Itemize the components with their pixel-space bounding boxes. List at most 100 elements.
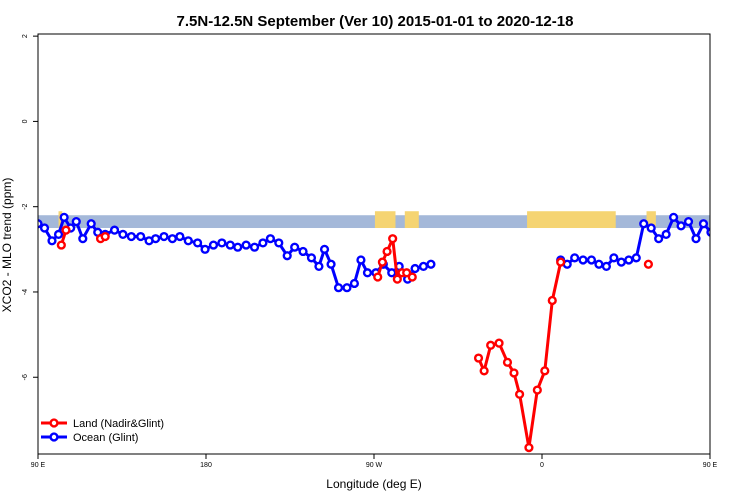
ocean-data-point (200, 244, 210, 254)
ocean-data-point (586, 255, 597, 265)
ocean-data-point (646, 223, 656, 233)
ocean-data-point (208, 240, 219, 250)
land-data-point (473, 353, 484, 363)
y-axis-label: XCO2 - MLO trend (ppm) (0, 178, 14, 313)
ocean-data-point (349, 278, 360, 289)
land-data-point (407, 272, 417, 282)
ocean-data-point (265, 234, 276, 244)
ocean-data-point (668, 212, 679, 222)
ocean-data-point (109, 225, 120, 235)
land-data-point (532, 385, 542, 395)
land-data-point (524, 443, 534, 453)
ocean-data-point (233, 242, 243, 252)
land-band (646, 211, 656, 229)
legend: Land (Nadir&Glint) Ocean (Glint) (41, 418, 164, 444)
land-band (374, 211, 396, 229)
land-data-point (479, 366, 489, 376)
ocean-data-point (175, 231, 185, 242)
land-data-point (514, 389, 525, 399)
land-data-point (56, 240, 66, 250)
land-data-point (388, 234, 398, 244)
ocean-data-point (342, 283, 352, 293)
ocean-data-point (730, 231, 737, 238)
ocean-data-point (609, 253, 619, 263)
ocean-data-point (601, 261, 612, 271)
x-axis-label: Longitude (deg E) (326, 477, 421, 491)
legend-land-label: Land (Nadir&Glint) (73, 418, 164, 430)
legend-ocean-marker (49, 432, 59, 442)
land-data-point (540, 366, 550, 376)
land-data-point (735, 242, 742, 249)
ocean-data-point (126, 231, 136, 242)
x-tick-label: 90 W (366, 462, 383, 469)
ocean-data-point (47, 236, 57, 246)
y-tick-label: -4 (22, 289, 29, 295)
ocean-data-point (594, 259, 604, 269)
ocean-data-point (71, 217, 81, 227)
land-data-point (739, 227, 746, 234)
ocean-data-point (683, 217, 694, 227)
landmask-band (38, 211, 746, 229)
ocean-data-point (616, 257, 626, 267)
ocean-data-point (86, 219, 96, 229)
ocean-data-point (39, 223, 50, 233)
ocean-data-point (118, 229, 128, 240)
ocean-data-point (661, 229, 671, 240)
ocean-data-point (241, 240, 251, 250)
land-data-point (547, 295, 557, 306)
ocean-data-point (676, 221, 686, 231)
land-data-point (502, 357, 513, 367)
land-band (726, 211, 733, 228)
x-tick-label: 180 (200, 462, 212, 469)
ocean-data-point (698, 219, 709, 229)
land-data-point (382, 246, 392, 257)
ocean-data-point (249, 242, 260, 252)
ocean-data-point (624, 255, 634, 265)
legend-land-marker (49, 418, 59, 428)
land-band (404, 211, 419, 229)
ocean-data-point (362, 268, 373, 278)
ocean-data-point (217, 238, 227, 248)
x-axis: 90 E 180 90 W 0 90 E (31, 454, 718, 469)
ocean-data-point (319, 244, 330, 254)
ocean-data-point (706, 227, 710, 237)
ocean-data-point (183, 236, 193, 246)
ocean-data-point (159, 231, 169, 242)
land-data-point (377, 257, 388, 267)
legend-ocean-label: Ocean (Glint) (73, 432, 138, 444)
ocean-data-point (274, 238, 284, 248)
ocean-data-point (38, 219, 43, 229)
ocean-data-point (59, 212, 69, 222)
ocean-data-point (290, 242, 300, 252)
ocean-data-point (136, 231, 146, 242)
ocean-data-point (426, 259, 436, 269)
x-tick-label: 0 (540, 462, 544, 469)
ocean-data-point (570, 253, 580, 263)
x-tick-label: 90 E (703, 462, 718, 469)
y-axis: 2 0 -2 -4 -6 (22, 34, 38, 380)
ocean-data-point (258, 238, 268, 248)
ocean-data-point (578, 255, 588, 265)
land-data-point (100, 231, 110, 242)
chart-title: 7.5N-12.5N September (Ver 10) 2015-01-01… (177, 13, 574, 30)
ocean-data-point (53, 229, 64, 240)
x-tick-label: 90 E (31, 462, 46, 469)
ocean-data-point (410, 263, 420, 274)
ocean-data-point (167, 234, 178, 244)
ocean-data-point (314, 261, 324, 271)
plot-frame (37, 33, 711, 455)
y-tick-label: 0 (22, 119, 29, 123)
ocean-data-point (691, 234, 701, 244)
land-data-point (494, 338, 504, 348)
land-series-line (738, 230, 743, 245)
ocean-data-point (387, 268, 397, 278)
land-band (742, 211, 746, 228)
land-series-line (477, 261, 563, 450)
ocean-data-point (193, 238, 203, 248)
ocean-data-point (722, 227, 729, 234)
ocean-data-point (654, 234, 664, 244)
ocean-data-point (225, 240, 235, 250)
ocean-data-point (151, 234, 161, 244)
ocean-data-point (282, 251, 292, 261)
